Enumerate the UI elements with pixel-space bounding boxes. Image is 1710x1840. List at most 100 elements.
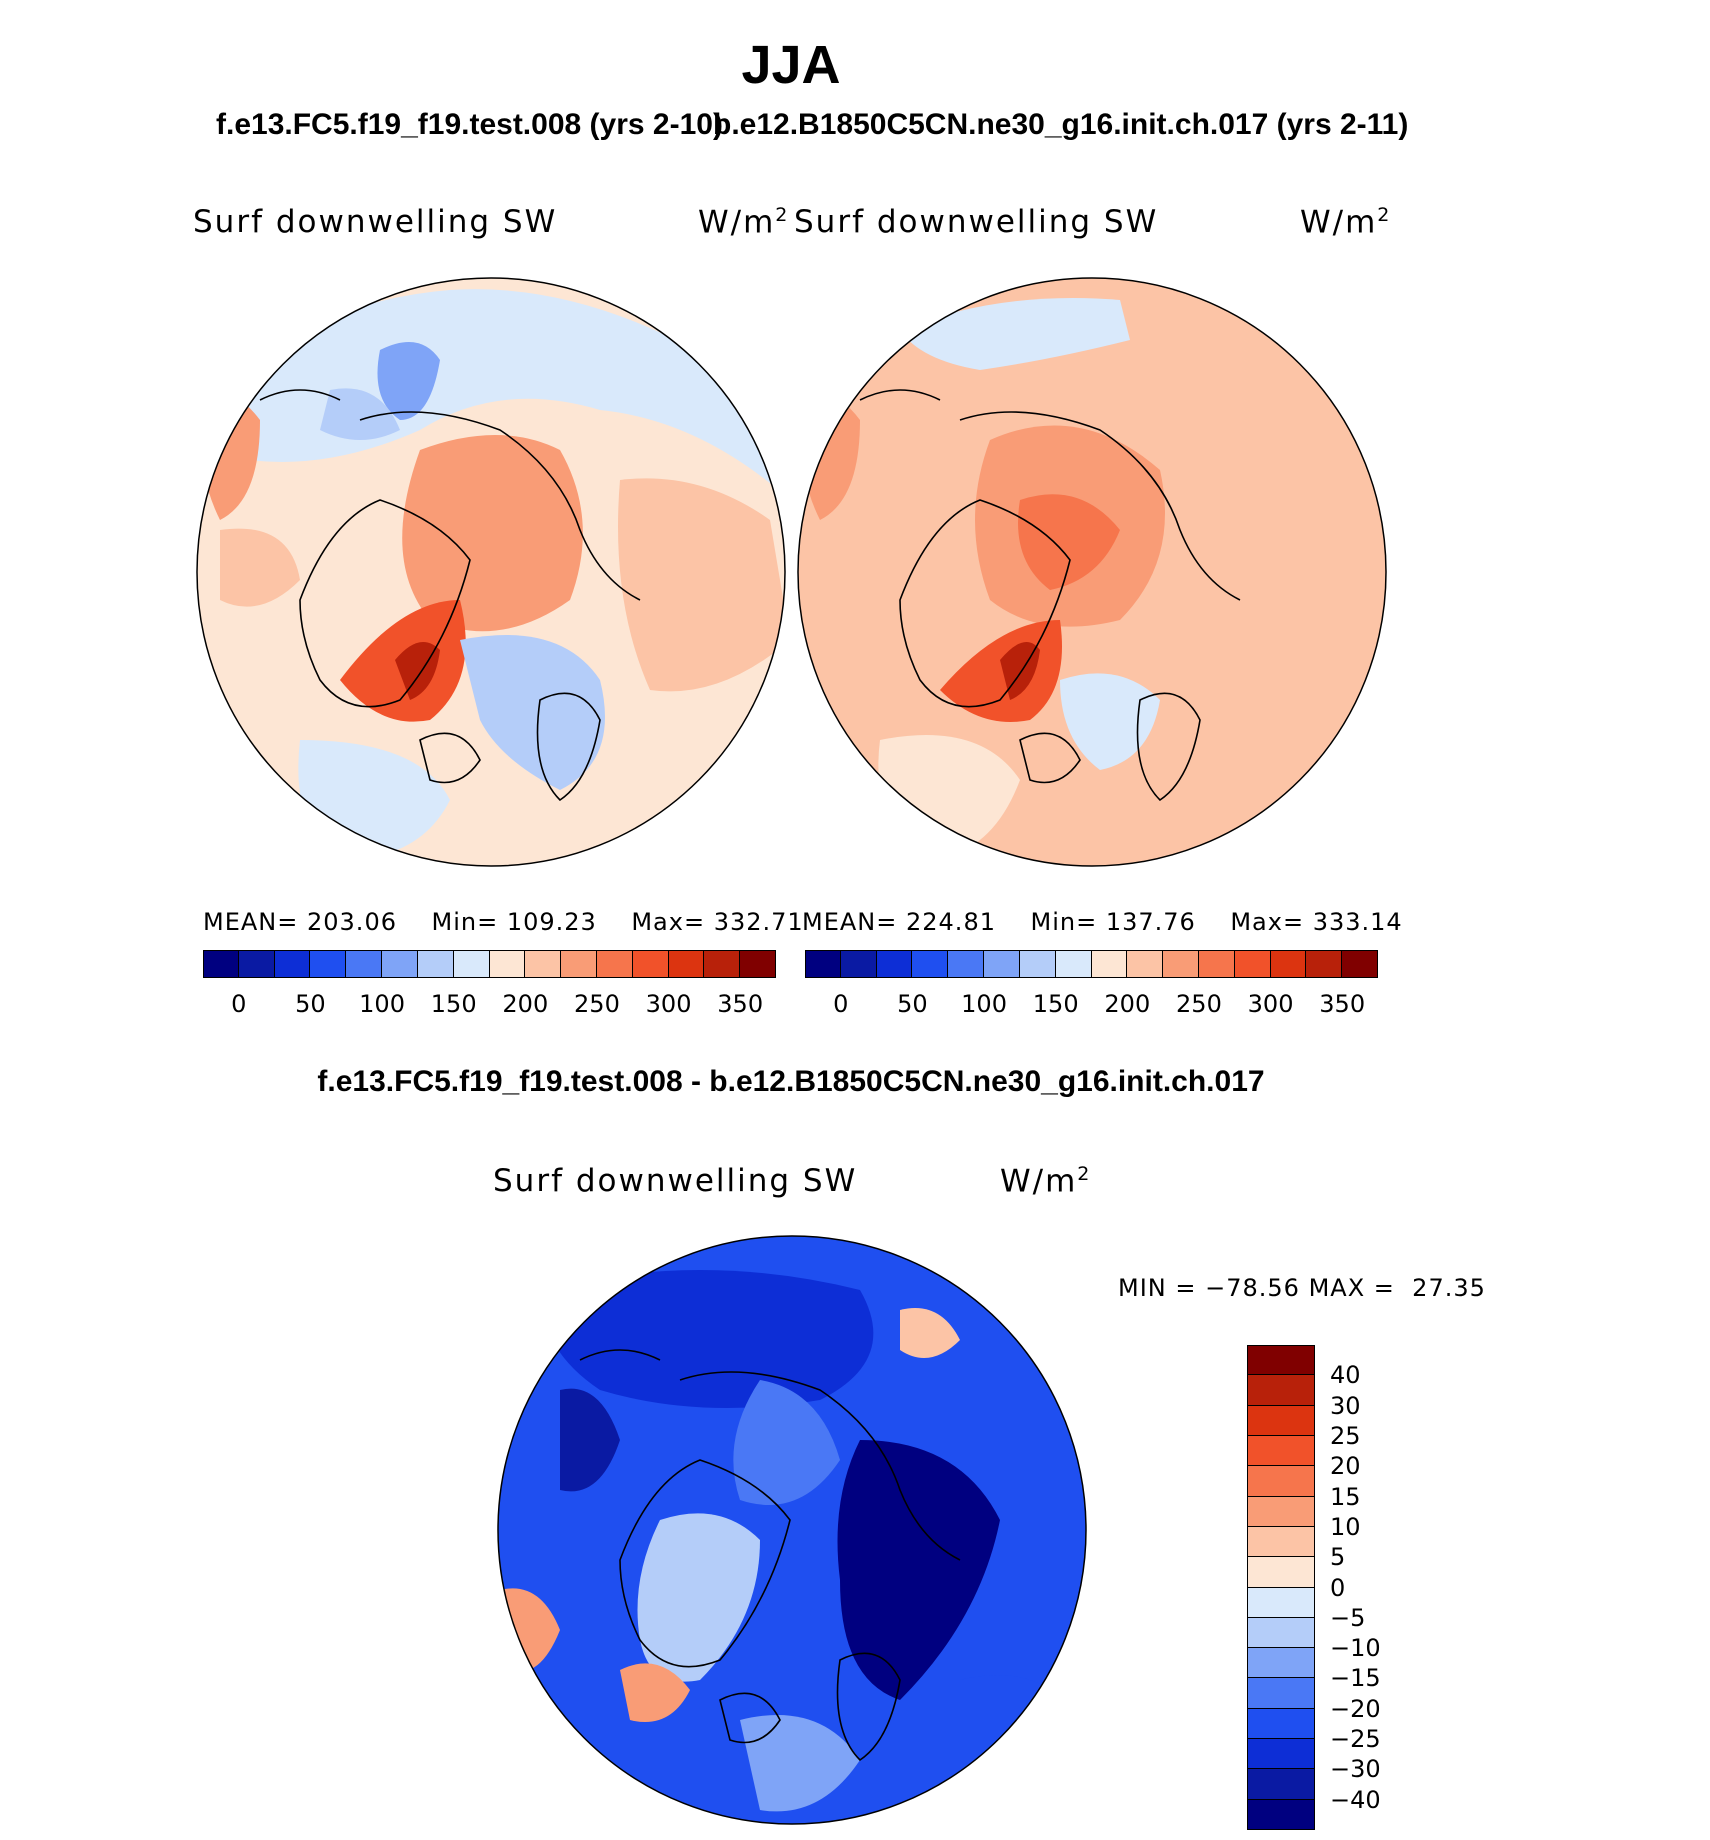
map2-field — [798, 278, 1386, 866]
colorbar-swatch — [525, 950, 562, 978]
colorbar-swatch — [1163, 950, 1199, 978]
map3-field — [498, 1236, 1086, 1824]
colorbar-swatch — [1270, 950, 1307, 978]
colorbar-swatch — [1247, 1375, 1315, 1406]
panel2-unit: W/m2 — [1300, 204, 1392, 241]
panel3-variable-label: Surf downwelling SW — [493, 1163, 858, 1199]
colorbar-swatch — [1247, 1557, 1315, 1588]
colorbar-tick-label: −20 — [1330, 1694, 1381, 1723]
colorbar-swatch — [382, 950, 418, 978]
colorbar-swatch — [1247, 1799, 1315, 1830]
colorbar-swatch — [912, 950, 949, 978]
map1-border — [196, 277, 786, 867]
map3-border — [497, 1235, 1087, 1825]
colorbar-swatch — [417, 950, 454, 978]
colorbar-tick-label: 200 — [502, 990, 549, 1018]
map1-field — [197, 278, 785, 866]
colorbar-swatch — [805, 950, 841, 978]
colorbar-tick-label: −25 — [1330, 1725, 1381, 1754]
colorbar-swatch — [274, 950, 311, 978]
colorbar-tick-label: −15 — [1330, 1664, 1381, 1693]
colorbar-tick-label: 150 — [1032, 990, 1079, 1018]
colorbar-swatch — [668, 950, 705, 978]
colorbar-swatch — [238, 950, 275, 978]
panel3-unit: W/m2 — [1000, 1163, 1092, 1200]
colorbar-swatch — [1247, 1466, 1315, 1497]
colorbar-swatch — [1247, 1345, 1315, 1376]
map1-coastlines — [259, 389, 641, 802]
map2-coastlines — [859, 389, 1241, 802]
colorbar-swatch — [1247, 1769, 1315, 1800]
panel1-unit: W/m2 — [698, 204, 790, 241]
colorbar-tick-label: 350 — [717, 990, 764, 1018]
colorbar-tick-label: 300 — [1247, 990, 1294, 1018]
colorbar-tick-label: 250 — [1176, 990, 1222, 1018]
colorbar-swatch — [876, 950, 913, 978]
colorbar-tick-label: 0 — [231, 990, 247, 1018]
colorbar-tick-label: 200 — [1104, 990, 1151, 1018]
colorbar-swatch — [1342, 950, 1378, 978]
colorbar-swatch — [453, 950, 490, 978]
colorbar-swatch — [984, 950, 1020, 978]
colorbar-swatch — [203, 950, 239, 978]
colorbar-tick-label: 150 — [430, 990, 477, 1018]
colorbar-swatch — [1127, 950, 1164, 978]
colorbar-swatch — [346, 950, 383, 978]
panel3-stats: MIN = −78.56 MAX = 27.35 — [1118, 1274, 1486, 1302]
colorbar-tick-label: 100 — [961, 990, 1007, 1018]
colorbar-swatch — [740, 950, 776, 978]
case1-title: f.e13.FC5.f19_f19.test.008 (yrs 2-10) — [216, 108, 723, 141]
panel1-stats: MEAN= 203.06 Min= 109.23 Max= 332.71 — [203, 908, 804, 936]
colorbar-swatch — [1247, 1617, 1315, 1649]
colorbar-tick-label: 300 — [645, 990, 692, 1018]
colorbar-swatch — [1019, 950, 1056, 978]
colorbar-swatch — [561, 950, 597, 978]
colorbar-tick-label: 100 — [359, 990, 405, 1018]
colorbar-tick-label: −5 — [1330, 1603, 1366, 1632]
colorbar-tick-label: −40 — [1330, 1785, 1381, 1814]
colorbar-swatch — [1247, 1648, 1315, 1679]
difference-title: f.e13.FC5.f19_f19.test.008 - b.e12.B1850… — [317, 1065, 1265, 1098]
colorbar-tick-label: 250 — [574, 990, 620, 1018]
colorbar-panel1-ticks: 0 50 100 150 200 250 300 350 — [203, 990, 776, 1020]
colorbar-swatch — [596, 950, 633, 978]
panel1-variable-label: Surf downwelling SW — [193, 204, 558, 240]
colorbar-tick-label: 350 — [1319, 990, 1366, 1018]
colorbar-tick-label: 20 — [1330, 1452, 1361, 1481]
colorbar-panel2-ticks: 0 50 100 150 200 250 300 350 — [805, 990, 1378, 1020]
colorbar-tick-label: −30 — [1330, 1755, 1381, 1784]
colorbar-swatch — [840, 950, 877, 978]
colorbar-swatch — [632, 950, 669, 978]
colorbar-swatch — [1055, 950, 1092, 978]
colorbar-swatch — [1247, 1678, 1315, 1709]
colorbar-tick-label: 25 — [1330, 1421, 1361, 1450]
colorbar-swatch — [1247, 1405, 1315, 1436]
colorbar-tick-label: 30 — [1330, 1391, 1361, 1420]
colorbar-swatch — [1247, 1587, 1315, 1618]
colorbar-tick-label: 50 — [897, 990, 928, 1018]
colorbar-swatch — [310, 950, 347, 978]
colorbar-swatch — [704, 950, 741, 978]
colorbar-tick-label: 5 — [1330, 1543, 1346, 1572]
colorbar-swatch — [1198, 950, 1235, 978]
colorbar-swatch — [1234, 950, 1271, 978]
colorbar-tick-label: 15 — [1330, 1482, 1361, 1511]
colorbar-difference — [1247, 1345, 1315, 1830]
colorbar-swatch — [1306, 950, 1343, 978]
colorbar-tick-label: 50 — [295, 990, 326, 1018]
colorbar-tick-label: −10 — [1330, 1634, 1381, 1663]
colorbar-tick-label: 40 — [1330, 1361, 1361, 1390]
panel2-variable-label: Surf downwelling SW — [794, 204, 1159, 240]
colorbar-panel1 — [203, 950, 776, 978]
colorbar-swatch — [1247, 1739, 1315, 1770]
colorbar-panel2 — [805, 950, 1378, 978]
colorbar-swatch — [1247, 1708, 1315, 1740]
colorbar-difference-ticks: 40 30 25 20 15 10 5 0 −5 −10 −15 −20 −25 −30 −40 — [1330, 1345, 1410, 1830]
colorbar-tick-label: 10 — [1330, 1512, 1361, 1541]
colorbar-swatch — [489, 950, 526, 978]
colorbar-swatch — [1247, 1496, 1315, 1527]
colorbar-swatch — [948, 950, 985, 978]
colorbar-swatch — [1091, 950, 1128, 978]
map3-coastlines — [579, 1349, 961, 1762]
case2-title: b.e12.B1850C5CN.ne30_g16.init.ch.017 (yr… — [713, 108, 1409, 141]
